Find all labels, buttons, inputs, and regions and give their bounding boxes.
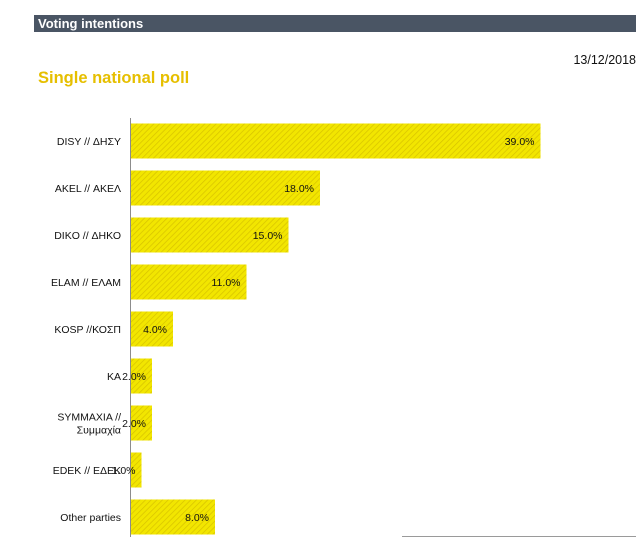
bottom-rule bbox=[402, 536, 636, 537]
category-label-line: AKEL // ΑΚΕΛ bbox=[55, 183, 121, 195]
bar bbox=[131, 405, 152, 441]
bar-data-label: 18.0% bbox=[284, 183, 314, 195]
category-label-line: Συμμαχία bbox=[77, 425, 121, 437]
chart-title: Single national poll bbox=[38, 69, 190, 87]
bar-data-label: 11.0% bbox=[212, 277, 241, 289]
bar bbox=[131, 264, 247, 300]
bar bbox=[131, 499, 215, 535]
category-label-line: EDEK // ΕΔΕΚ bbox=[53, 465, 121, 477]
bar-data-label: 2.0% bbox=[122, 371, 146, 383]
bar-data-label: 39.0% bbox=[505, 136, 535, 148]
bar bbox=[131, 452, 142, 488]
category-label: EDEK // ΕΔΕΚ bbox=[53, 465, 121, 477]
category-label: AKEL // ΑΚΕΛ bbox=[55, 183, 121, 195]
category-label: DISY // ΔΗΣΥ bbox=[57, 136, 121, 148]
bar bbox=[131, 358, 152, 394]
category-label: ELAM // ΕΛΑΜ bbox=[51, 277, 121, 289]
bar bbox=[131, 170, 320, 206]
category-label-line: DIKO // ΔΗΚΟ bbox=[54, 230, 121, 242]
category-label: SYMMAXIA //Συμμαχία bbox=[57, 412, 121, 437]
category-label-line: ELAM // ΕΛΑΜ bbox=[51, 277, 121, 289]
bar bbox=[131, 123, 541, 159]
bar-data-label: 4.0% bbox=[143, 324, 167, 336]
category-label-line: SYMMAXIA // bbox=[57, 412, 121, 424]
category-label: KOSP //ΚΟΣΠ bbox=[54, 324, 121, 336]
bar bbox=[131, 311, 173, 347]
header-bar: Voting intentions bbox=[34, 15, 636, 32]
bar-data-label: 8.0% bbox=[185, 512, 209, 524]
bar bbox=[131, 217, 289, 253]
category-label-line: ΚΑ bbox=[107, 371, 121, 383]
bar-data-label: 2.0% bbox=[122, 418, 146, 430]
poll-date: 13/12/2018 bbox=[573, 53, 636, 67]
bar-data-label: 15.0% bbox=[253, 230, 283, 242]
header-title: Voting intentions bbox=[38, 16, 144, 31]
category-label-line: DISY // ΔΗΣΥ bbox=[57, 136, 121, 148]
category-label: Other parties bbox=[60, 512, 121, 524]
category-label-line: KOSP //ΚΟΣΠ bbox=[54, 324, 121, 336]
category-label-line: Other parties bbox=[60, 512, 121, 524]
bar-data-label: 1.0% bbox=[112, 465, 136, 477]
category-label: DIKO // ΔΗΚΟ bbox=[54, 230, 121, 242]
category-label: ΚΑ bbox=[107, 371, 121, 383]
